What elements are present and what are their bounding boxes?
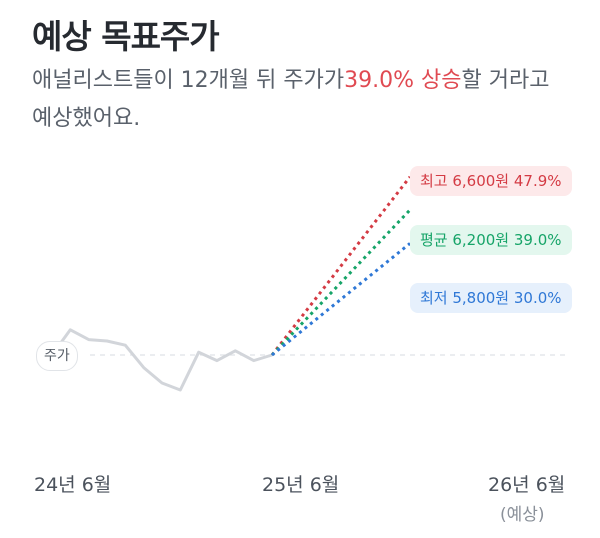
projection-line-2 [271,242,411,357]
summary-prefix: 애널리스트들이 12개월 뒤 주가가 [32,68,345,93]
projection-line-1 [270,208,412,357]
x-tick-label: 24년 6월 [34,474,112,496]
current-price-label: 주가 [36,341,78,371]
x-tick-label: 26년 6월 [488,474,566,496]
x-tick-sublabel: (예상) [500,505,545,525]
page-title: 예상 목표주가 [32,17,220,56]
x-tick-label: 25년 6월 [262,474,340,496]
target-average-label: 평균 6,200원 39.0% [410,225,572,255]
summary-suffix: 할 거라고 예상했어요. [32,68,550,131]
target-low-label: 최저 5,800원 30.0% [410,283,572,313]
summary-highlight: 39.0% 상승 [344,68,462,93]
projection-line-0 [270,175,412,356]
target-high-label: 최고 6,600원 47.9% [410,166,572,196]
summary-text: 애널리스트들이 12개월 뒤 주가가39.0% 상승할 거라고 예상했어요. [32,62,572,138]
price-history-line [50,328,273,392]
